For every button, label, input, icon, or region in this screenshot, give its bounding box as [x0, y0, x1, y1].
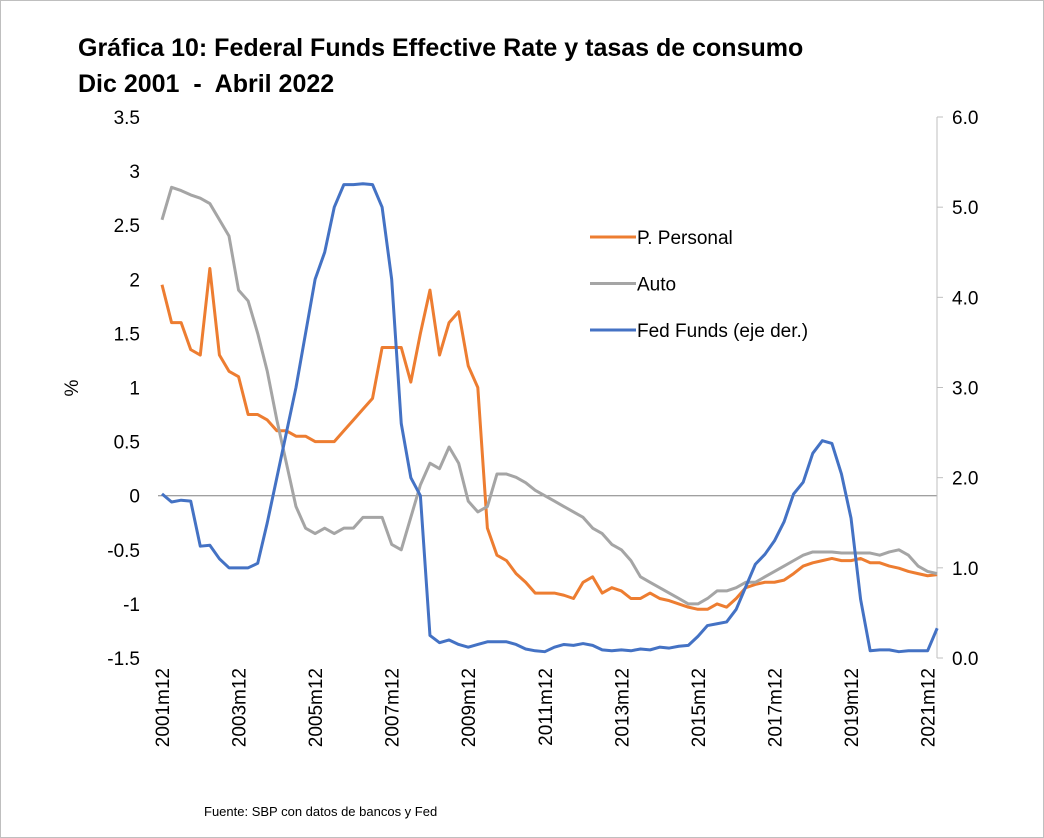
- series-line: [160, 266, 938, 611]
- y2-tick-label: 5.0: [952, 198, 978, 219]
- y2-tick-label: 4.0: [952, 288, 978, 309]
- y-tick-label: -1: [123, 595, 140, 616]
- x-tick-label: 2013m12: [612, 668, 633, 747]
- source-note: Fuente: SBP con datos de bancos y Fed: [204, 804, 437, 819]
- series-line: [161, 182, 939, 654]
- x-tick-label: 2009m12: [459, 668, 480, 747]
- y-tick-label: 3.5: [114, 108, 140, 129]
- chart-subtitle: Dic 2001 - Abril 2022: [78, 70, 334, 98]
- x-tick-label: 2017m12: [765, 668, 786, 747]
- y2-tick-label: 1.0: [952, 559, 978, 580]
- y-tick-label: 1: [129, 379, 140, 400]
- x-tick-label: 2011m12: [536, 668, 557, 746]
- series-line: [160, 185, 938, 606]
- y2-tick-label: 6.0: [952, 108, 978, 129]
- y-tick-label: 2: [129, 270, 140, 291]
- y2-tick-label: 3.0: [952, 379, 978, 400]
- y-tick-label: -0.5: [107, 541, 140, 562]
- legend-label: Auto: [637, 275, 676, 296]
- y-tick-label: 0: [129, 487, 140, 508]
- y-tick-label: 3: [129, 162, 140, 183]
- legend-label: Fed Funds (eje der.): [637, 321, 808, 342]
- y-tick-label: 1.5: [114, 324, 140, 345]
- x-tick-label: 2021m12: [919, 668, 940, 747]
- x-tick-label: 2003m12: [230, 668, 251, 747]
- x-tick-label: 2019m12: [842, 668, 863, 747]
- x-tick-label: 2005m12: [306, 668, 327, 747]
- y2-tick-label: 0.0: [952, 649, 978, 670]
- x-tick-label: 2001m12: [153, 668, 174, 747]
- y2-tick-label: 2.0: [952, 469, 978, 490]
- y-tick-label: -1.5: [107, 649, 140, 670]
- x-tick-label: 2015m12: [689, 668, 710, 747]
- x-tick-label: 2007m12: [383, 668, 404, 747]
- chart-title: Gráfica 10: Federal Funds Effective Rate…: [78, 34, 803, 62]
- y-tick-label: 0.5: [114, 433, 140, 454]
- y-axis-label: %: [62, 379, 83, 396]
- y-tick-label: 2.5: [114, 216, 140, 237]
- legend-label: P. Personal: [637, 228, 733, 249]
